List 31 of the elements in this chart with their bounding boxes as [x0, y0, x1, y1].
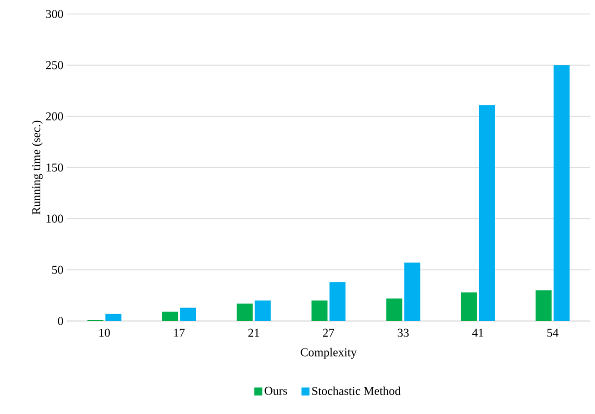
- x-tick-label: 27: [323, 328, 334, 337]
- x-tick-label: 41: [472, 328, 484, 337]
- y-tick-label: 0: [58, 316, 64, 326]
- bar: [254, 300, 271, 321]
- x-tick-label: 17: [174, 328, 185, 337]
- bar: [404, 262, 420, 321]
- bar: [236, 304, 253, 321]
- bar: [386, 298, 402, 321]
- x-axis-title: Complexity: [300, 348, 357, 359]
- y-tick-label: 50: [52, 266, 64, 274]
- y-tick-label: 200: [46, 112, 64, 120]
- x-tick-label: 33: [398, 328, 409, 337]
- y-tick-label: 300: [46, 10, 64, 18]
- y-axis-title: Running time (sec.): [32, 120, 43, 214]
- y-tick-label: 150: [46, 163, 64, 172]
- x-tick-label: 10: [99, 328, 110, 337]
- bar: [105, 314, 122, 321]
- bar: [330, 282, 346, 321]
- bar: [536, 290, 552, 321]
- legend-label: Stochastic Method: [312, 386, 401, 395]
- bar: [180, 308, 196, 321]
- x-tick-label: 54: [547, 328, 558, 337]
- bar: [460, 292, 477, 321]
- x-tick-label: 21: [248, 328, 260, 337]
- bar: [554, 65, 570, 321]
- legend-label: Ours: [264, 386, 288, 395]
- y-tick-label: 250: [46, 61, 64, 70]
- y-tick-label: 100: [46, 214, 64, 223]
- bar: [162, 312, 178, 321]
- bar: [478, 105, 495, 321]
- bar: [312, 300, 328, 321]
